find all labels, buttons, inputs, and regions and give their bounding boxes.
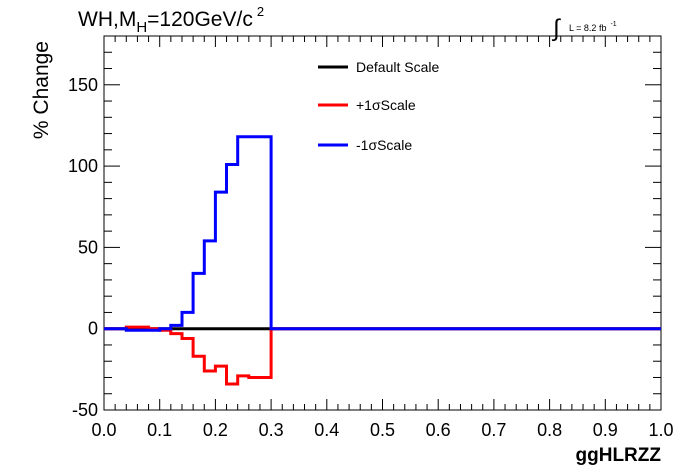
x-tick-label: 0.3 — [259, 420, 284, 440]
x-axis-label: ggHLRZZ — [576, 445, 662, 466]
x-tick-label: 0.2 — [203, 420, 228, 440]
x-tick-label: 0.8 — [537, 420, 562, 440]
legend-label-plus: +1σScale — [356, 97, 416, 113]
x-tick-label: 0.5 — [370, 420, 395, 440]
legend-label-minus: -1σScale — [356, 137, 412, 153]
x-tick-label: 1.0 — [648, 420, 673, 440]
series-layer — [104, 135, 661, 386]
y-axis-label: % Change — [30, 41, 53, 139]
legend: Default Scale +1σScale -1σScale — [318, 59, 439, 153]
series-line-1 — [104, 325, 661, 386]
y-tick-label: 100 — [68, 156, 98, 176]
x-tick-label: 0.6 — [426, 420, 451, 440]
x-tick-label: 0.1 — [147, 420, 172, 440]
x-tick-label: 0.9 — [593, 420, 618, 440]
y-tick-label: -50 — [72, 400, 98, 420]
x-tick-label: 0.4 — [314, 420, 339, 440]
chart-title: WH,MH=120GeV/c 2 — [78, 4, 264, 36]
y-tick-label: 0 — [88, 319, 98, 339]
x-tick-label: 0.7 — [481, 420, 506, 440]
axis-ticks: 0.0 0.1 0.2 0.3 0.4 0.5 0.6 0.7 0.8 0.9 1.0 -50 0 50 1… — [68, 35, 674, 440]
plot-frame — [103, 35, 662, 411]
y-tick-label: 150 — [68, 75, 98, 95]
series-line-2 — [104, 135, 661, 332]
integral-sign: ∫ — [551, 15, 561, 42]
legend-label-default: Default Scale — [356, 59, 439, 75]
lumi-label: L = 8.2 fb -1 — [569, 21, 617, 33]
x-tick-label: 0.0 — [91, 420, 116, 440]
y-tick-label: 50 — [78, 237, 98, 257]
